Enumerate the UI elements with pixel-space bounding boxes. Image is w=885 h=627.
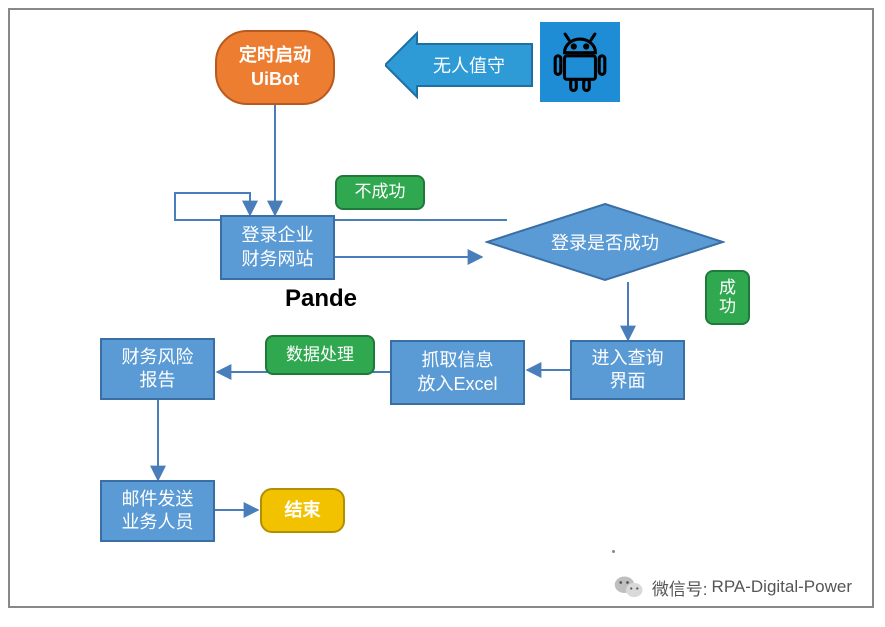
report-line2: 报告	[140, 369, 176, 392]
dataproc-text: 数据处理	[286, 344, 354, 366]
fail-text: 不成功	[355, 181, 406, 203]
node-end: 结束	[260, 488, 345, 533]
node-query: 进入查询 界面	[570, 340, 685, 400]
node-unattended-arrow: 无人值守	[385, 30, 535, 100]
label-success: 成 功	[705, 270, 750, 325]
node-login: 登录企业 财务网站	[220, 215, 335, 280]
end-label: 结束	[285, 499, 321, 522]
node-grab: 抓取信息 放入Excel	[390, 340, 525, 405]
footer-dot	[612, 550, 615, 553]
footer-value: RPA-Digital-Power	[712, 577, 852, 597]
query-line2: 界面	[610, 370, 646, 393]
login-line1: 登录企业	[242, 224, 314, 247]
report-line1: 财务风险	[122, 346, 194, 369]
query-line1: 进入查询	[592, 347, 664, 370]
unattended-label: 无人值守	[433, 52, 505, 78]
node-report: 财务风险 报告	[100, 338, 215, 400]
label-dataproc: 数据处理	[265, 335, 375, 375]
android-icon	[540, 22, 620, 102]
watermark-value: Pande	[285, 285, 357, 312]
start-line2: UiBot	[251, 68, 299, 91]
node-mail: 邮件发送 业务人员	[100, 480, 215, 542]
watermark-text: Pande	[285, 285, 357, 313]
label-fail: 不成功	[335, 175, 425, 210]
start-line1: 定时启动	[239, 44, 311, 67]
mail-line1: 邮件发送	[122, 488, 194, 511]
success-c2: 功	[719, 298, 736, 317]
footer-wechat: 微信号: RPA-Digital-Power	[614, 574, 852, 600]
footer-label: 微信号:	[652, 575, 708, 600]
decision-label: 登录是否成功	[551, 229, 659, 255]
grab-line1: 抓取信息	[422, 349, 494, 372]
wechat-icon	[614, 574, 644, 600]
flowchart-canvas: 定时启动 UiBot 无人值守	[8, 8, 874, 608]
node-decision: 登录是否成功	[485, 202, 725, 282]
login-line2: 财务网站	[242, 248, 314, 271]
mail-line2: 业务人员	[122, 511, 194, 534]
success-c1: 成	[719, 279, 736, 298]
node-start: 定时启动 UiBot	[215, 30, 335, 105]
grab-line2: 放入Excel	[417, 373, 497, 396]
